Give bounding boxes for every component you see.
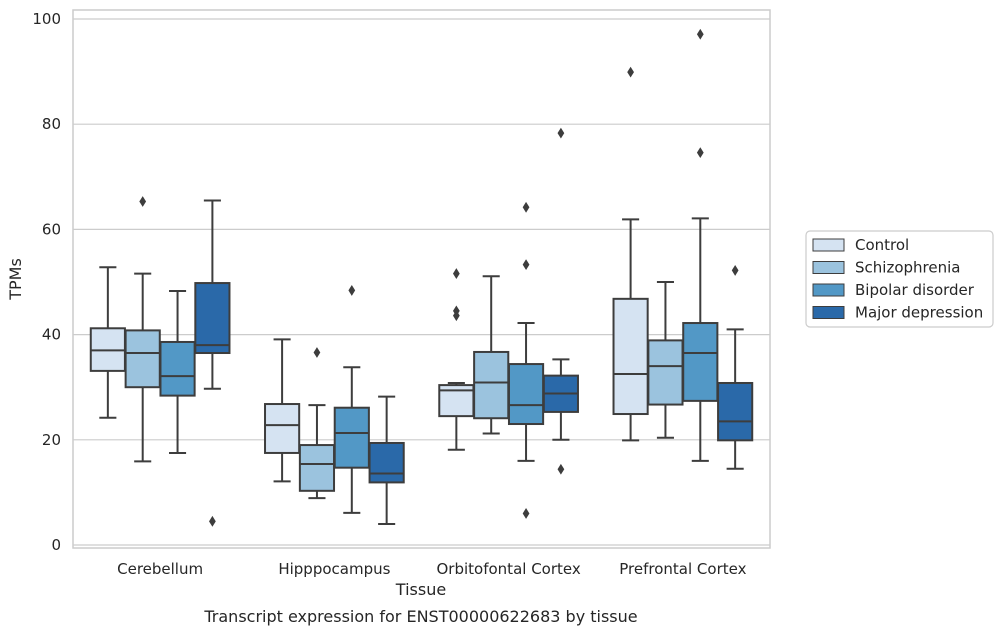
box-control: [612, 66, 649, 442]
outlier-point: [313, 347, 321, 358]
box-schizophrenia: [124, 196, 161, 463]
outlier-point: [522, 508, 530, 519]
box-schizophrenia: [298, 347, 336, 500]
box-schizophrenia: [473, 275, 510, 435]
grid-lines: [73, 18, 770, 546]
y-axis-title: TPMs: [6, 258, 25, 301]
x-axis-title: Tissue: [395, 580, 446, 599]
y-tick-label: 100: [32, 10, 61, 28]
box-body: [194, 282, 231, 355]
legend-label: Schizophrenia: [855, 259, 960, 277]
outlier-point: [348, 285, 356, 296]
box-bipolar-disorder: [507, 201, 545, 519]
box-body: [264, 403, 301, 454]
plot-frame: [72, 9, 771, 549]
outlier-point: [522, 259, 530, 271]
box-body: [124, 329, 161, 389]
box-body: [507, 363, 545, 426]
box-bipolar-disorder: [682, 28, 719, 462]
legend-label: Major depression: [855, 304, 983, 322]
outlier-point: [452, 305, 460, 317]
box-body: [473, 350, 510, 420]
box-body: [682, 322, 719, 402]
y-tick-label: 0: [51, 536, 61, 554]
legend-label: Control: [855, 236, 909, 254]
box-major-depression: [194, 199, 231, 527]
x-tick-label: Orbitofontal Cortex: [437, 560, 581, 578]
outlier-point: [557, 127, 565, 139]
outlier-point: [696, 28, 704, 40]
box-bipolar-disorder: [159, 289, 196, 454]
y-tick-label: 60: [42, 220, 61, 238]
box-control: [264, 338, 301, 483]
legend: Control Schizophrenia Bipolar disorder Majo…: [805, 230, 994, 328]
outlier-point: [731, 265, 739, 276]
outlier-point: [452, 268, 460, 279]
x-tick-label: Prefrontal Cortex: [619, 560, 746, 578]
box-major-depression: [368, 395, 405, 525]
legend-swatch: [812, 238, 845, 252]
legend-swatch: [812, 261, 845, 274]
legend-swatch: [812, 283, 845, 297]
box-body: [717, 381, 754, 442]
box-major-depression: [717, 265, 754, 470]
x-tick-labels: Cerebellum Hipppocampus Orbitofontal Corte…: [117, 560, 746, 578]
box-control: [438, 268, 475, 451]
y-tick-label: 80: [42, 115, 61, 133]
legend-frame: [805, 230, 994, 328]
y-tick-label: 40: [42, 326, 61, 344]
box-body: [612, 297, 649, 416]
x-tick-label: Hipppocampus: [278, 560, 390, 578]
box-body: [647, 339, 684, 406]
x-tick-label: Cerebellum: [117, 560, 203, 578]
outlier-point: [139, 196, 147, 207]
legend-label: Bipolar disorder: [855, 281, 975, 299]
box-plot-series: [89, 28, 754, 527]
outlier-point: [522, 201, 530, 213]
box-bipolar-disorder: [333, 285, 370, 514]
outlier-point: [627, 66, 634, 78]
box-schizophrenia: [647, 281, 684, 439]
y-tick-label: 20: [42, 431, 61, 449]
box-body: [368, 441, 405, 484]
y-tick-labels: 0 20 40 60 80 100: [32, 10, 61, 554]
box-control: [89, 266, 126, 419]
chart-title: Transcript expression for ENST0000062268…: [203, 607, 637, 626]
outlier-point: [557, 463, 565, 475]
box-major-depression: [542, 127, 579, 475]
box-body: [298, 444, 336, 492]
outlier-point: [209, 515, 216, 527]
box-body: [333, 406, 370, 469]
legend-swatch: [812, 306, 845, 319]
outlier-point: [696, 147, 704, 159]
box-body: [159, 340, 196, 397]
